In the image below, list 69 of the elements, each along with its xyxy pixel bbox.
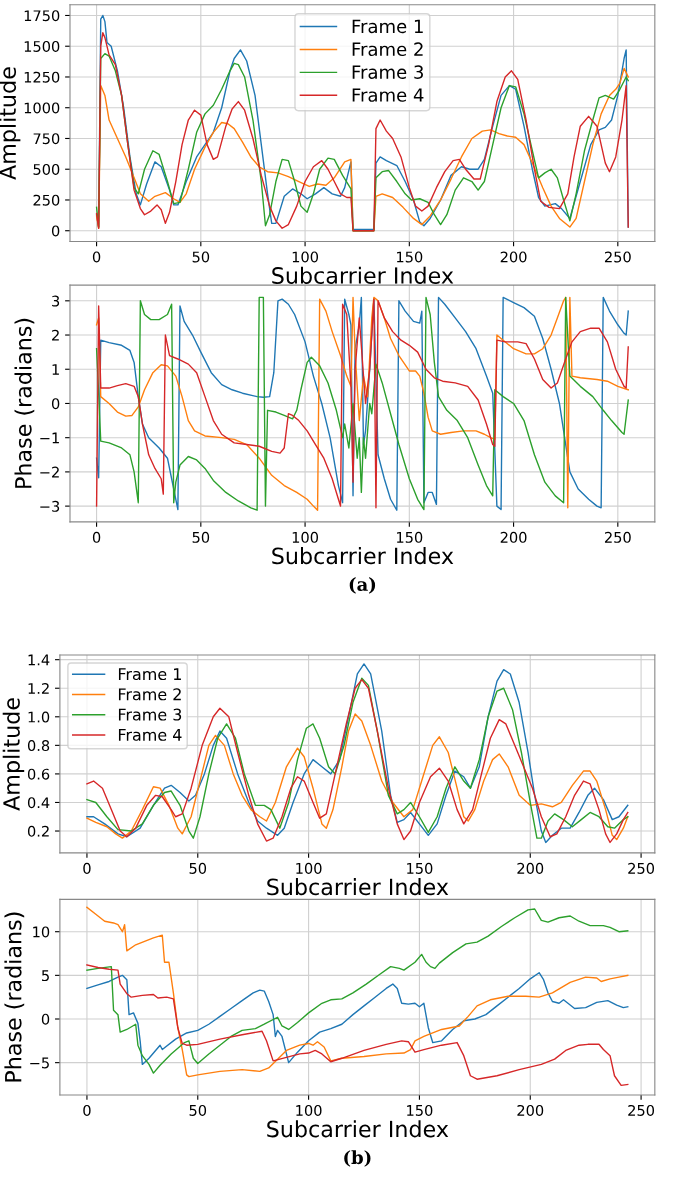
legend-label: Frame 4	[118, 728, 182, 741]
x-tick-label: 200	[500, 531, 527, 543]
x-tick-label: 200	[517, 1104, 544, 1116]
y-tick-label: 250	[33, 194, 60, 206]
x-tick-label: 50	[192, 531, 210, 543]
y-axis-title: Amplitude	[2, 698, 25, 811]
y-tick-label: 0.4	[27, 797, 50, 809]
x-tick-label: 50	[189, 862, 207, 874]
x-tick-label: 250	[628, 862, 655, 874]
y-tick-label: 0	[41, 1013, 50, 1025]
line-series	[86, 964, 629, 1087]
x-tick-label: 100	[292, 251, 319, 263]
x-tick-label: 150	[407, 862, 433, 874]
text: (a)	[349, 577, 376, 594]
x-tick-label: 0	[83, 862, 91, 874]
legend-label: Frame 1	[352, 19, 423, 34]
x-tick-label: 0	[92, 251, 101, 263]
x-axis-title: Subcarrier Index	[267, 1120, 449, 1138]
x-tick-label: 250	[604, 531, 631, 543]
y-tick-label: 1000	[24, 102, 60, 114]
x-axis-title: Subcarrier Index	[267, 878, 449, 896]
legend-label: Frame 1	[118, 668, 181, 681]
y-tick-label: −1	[40, 432, 59, 444]
x-tick-label: 100	[292, 531, 319, 543]
x-tick-label: 150	[397, 251, 423, 263]
x-tick-label: 0	[83, 1104, 91, 1116]
x-tick-label: 50	[189, 1104, 207, 1116]
x-tick-label: 250	[604, 251, 631, 263]
y-tick-label: 3	[52, 295, 60, 307]
y-tick-label: 0	[51, 398, 60, 410]
x-axis-title: Subcarrier Index	[272, 266, 454, 284]
y-tick-label: 1500	[24, 40, 60, 52]
y-tick-label: 1	[52, 364, 59, 375]
x-tick-label: 250	[628, 1104, 655, 1116]
y-tick-label: −5	[30, 1057, 49, 1069]
legend-label: Frame 3	[118, 708, 182, 721]
y-tick-label: 1.0	[28, 711, 50, 723]
x-tick-label: 200	[500, 251, 527, 263]
x-axis-title: Subcarrier Index	[272, 547, 454, 565]
y-tick-label: 1.2	[28, 682, 49, 694]
y-tick-label: 0	[51, 225, 60, 237]
y-tick-label: 2	[52, 329, 59, 341]
legend-label: Frame 4	[352, 88, 424, 102]
y-tick-label: 0.6	[27, 768, 50, 780]
legend-label: Frame 3	[352, 65, 423, 79]
x-tick-label: 150	[397, 531, 423, 543]
y-tick-label: 0.2	[27, 825, 49, 837]
legend-label: Frame 2	[118, 688, 181, 701]
y-tick-label: 1750	[24, 10, 60, 22]
legend-label: Frame 2	[352, 42, 423, 57]
y-tick-label: −3	[40, 500, 60, 512]
x-tick-label: 100	[296, 1104, 322, 1116]
x-tick-label: 0	[92, 531, 101, 543]
text: (b)	[344, 1150, 371, 1167]
x-tick-label: 200	[517, 862, 544, 874]
y-tick-label: 1250	[24, 71, 60, 83]
x-tick-label: 100	[296, 862, 322, 874]
x-tick-label: 150	[407, 1104, 433, 1116]
y-tick-label: 0.8	[27, 740, 50, 752]
line-series	[86, 972, 629, 1066]
y-tick-label: 750	[33, 133, 60, 145]
y-tick-label: 500	[33, 163, 60, 175]
y-tick-label: −2	[40, 466, 59, 478]
y-tick-label: 1.4	[28, 654, 50, 666]
y-axis-title: Phase (radians)	[14, 318, 35, 488]
y-tick-label: 10	[33, 926, 50, 938]
x-tick-label: 50	[192, 251, 210, 263]
y-axis-title: Phase (radians)	[4, 912, 25, 1082]
y-tick-label: 5	[42, 970, 49, 982]
